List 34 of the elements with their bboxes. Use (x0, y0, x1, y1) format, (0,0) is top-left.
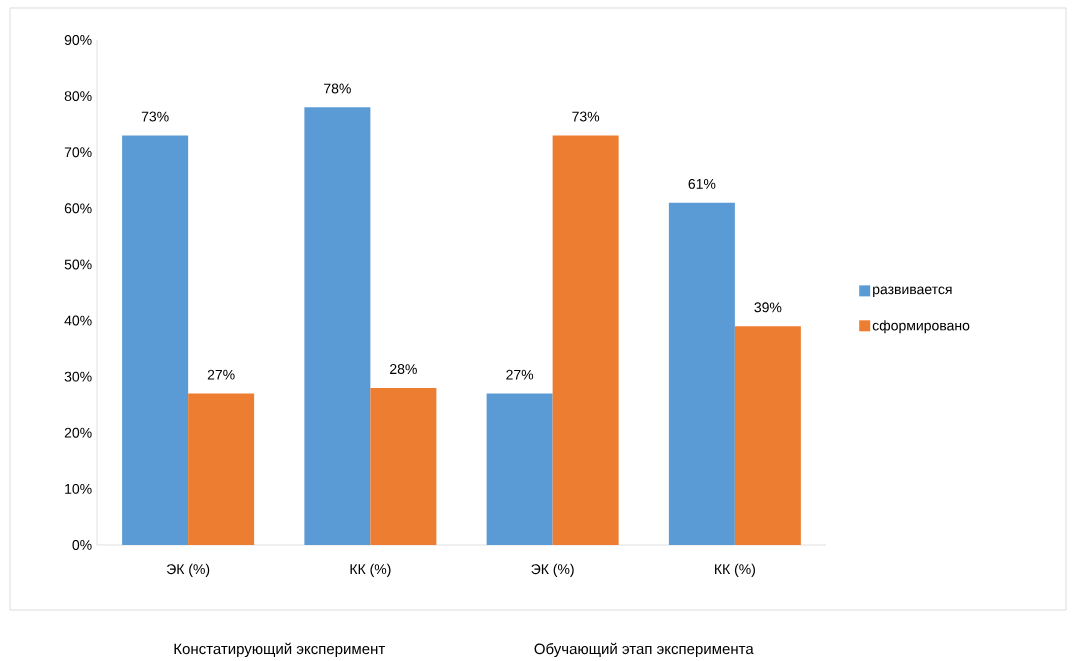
bar (370, 387, 437, 545)
bar (122, 135, 189, 545)
data-label: 39% (754, 302, 782, 313)
data-label: 28% (390, 364, 417, 375)
y-tick-label: 50% (64, 259, 92, 270)
bar (552, 135, 619, 545)
legend-label: развивается (873, 286, 952, 297)
bar (304, 107, 371, 545)
data-label: 78% (324, 83, 351, 94)
data-label: 27% (506, 369, 534, 380)
text: Обучающий этап эксперимента (534, 642, 754, 658)
legend-label: сформировано (872, 320, 970, 334)
y-tick-label: 40% (64, 315, 92, 326)
x-tick-label: ЭК (%) (166, 563, 210, 577)
y-tick-label: 20% (64, 427, 92, 438)
y-tick-label: 80% (64, 91, 92, 102)
bar (734, 326, 801, 545)
y-tick-label: 30% (64, 371, 92, 382)
bar (668, 202, 735, 545)
text: Констатирующий эксперимент (174, 642, 385, 658)
bar (486, 393, 553, 545)
bar (188, 393, 255, 545)
y-tick-label: 10% (65, 483, 92, 494)
y-tick-label: 70% (64, 147, 92, 158)
y-tick-label: 90% (64, 35, 92, 45)
data-label: 27% (207, 369, 235, 380)
y-tick-label: 60% (64, 203, 92, 214)
x-tick-label: ЭК (%) (531, 563, 574, 577)
data-label: 61% (688, 178, 716, 189)
x-tick-label: КК (%) (350, 563, 391, 577)
data-label: 73% (141, 111, 169, 122)
y-tick-label: 0% (72, 540, 92, 550)
data-label: 73% (572, 111, 600, 122)
x-tick-label: КК (%) (715, 563, 755, 577)
